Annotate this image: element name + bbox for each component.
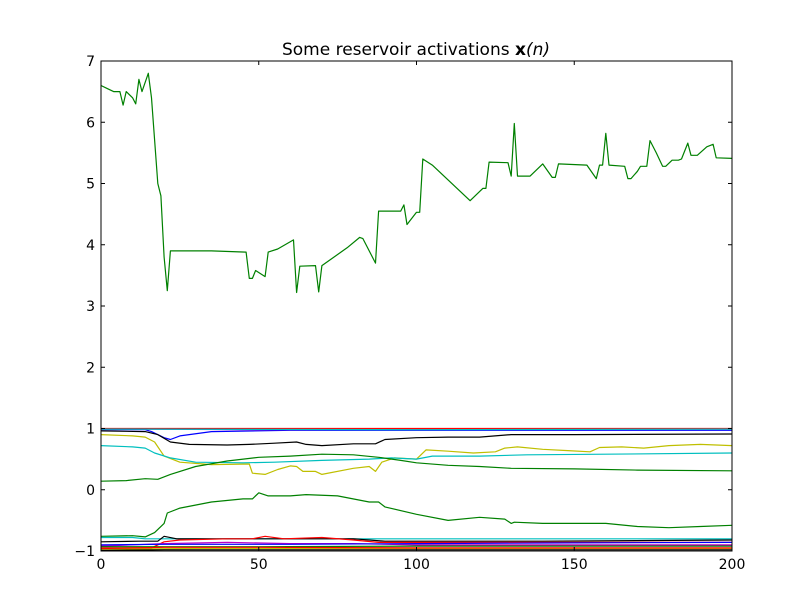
x-tick-label: 0 xyxy=(97,557,106,573)
chart-title-prefix: Some reservoir activations xyxy=(282,40,515,60)
y-tick-label: 7 xyxy=(86,54,95,70)
series-layer xyxy=(100,72,733,551)
chart-title: Some reservoir activations x(n) xyxy=(282,40,550,60)
series-line-7 xyxy=(100,434,733,475)
chart-title-variable: x xyxy=(515,40,526,60)
y-tick-label: −1 xyxy=(74,544,95,560)
y-tick-label: 3 xyxy=(86,299,95,315)
series-line-2 xyxy=(101,429,732,441)
chart-title-argument: (n) xyxy=(526,40,550,60)
y-tick-label: 2 xyxy=(86,360,95,376)
x-tick-label: 150 xyxy=(561,557,588,573)
y-tick-label: 5 xyxy=(86,177,95,193)
series-line-14 xyxy=(100,541,732,547)
y-tick-label: 0 xyxy=(86,483,95,499)
series-line-10 xyxy=(100,492,733,538)
y-tick-label: 1 xyxy=(86,422,95,438)
series-line-1 xyxy=(100,72,733,294)
y-tick-label: 6 xyxy=(86,115,95,131)
x-tick-label: 50 xyxy=(250,557,268,573)
series-line-9 xyxy=(100,453,733,482)
series-line-8 xyxy=(100,445,733,464)
series-line-5 xyxy=(100,428,733,431)
x-tick-label: 100 xyxy=(403,557,430,573)
series-line-18 xyxy=(100,549,732,551)
y-tick-label: 4 xyxy=(86,238,95,254)
x-tick-label: 200 xyxy=(719,557,746,573)
plot-frame xyxy=(100,60,733,552)
series-line-17 xyxy=(101,545,732,548)
series-line-6 xyxy=(100,430,733,447)
series-line-15 xyxy=(100,541,733,546)
series-line-13 xyxy=(101,535,732,549)
